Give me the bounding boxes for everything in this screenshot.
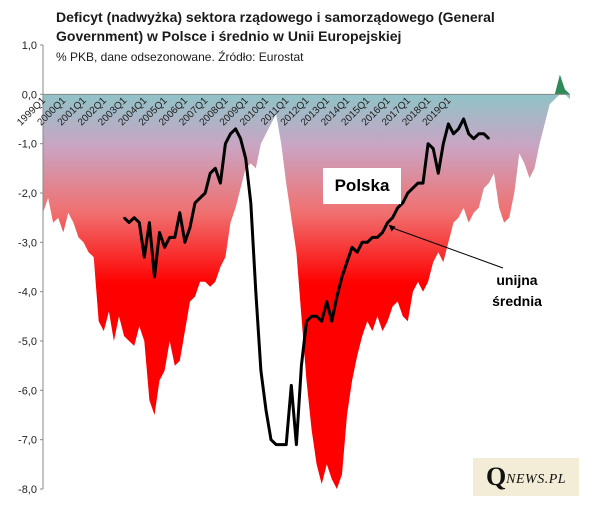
eu-average-point (457, 128, 460, 130)
eu-average-point (366, 241, 369, 244)
eu-average-point (472, 137, 475, 140)
eu-average-point (209, 172, 212, 175)
series-polska-area (43, 94, 570, 490)
eu-average-point (488, 137, 490, 140)
eu-average-point (477, 133, 480, 135)
chart-title: Deficyt (nadwyżka) sektora rządowego i s… (56, 9, 495, 44)
eu-average-point (239, 137, 242, 140)
annotation-eu-arrowhead (388, 224, 396, 232)
eu-average-point (163, 246, 166, 249)
eu-average-point (376, 236, 379, 239)
eu-average-point (325, 300, 328, 303)
eu-average-point (483, 133, 485, 135)
eu-average-point (148, 221, 151, 224)
eu-average-point (133, 216, 136, 219)
brand-logo: Q NEWS.PL (473, 458, 579, 496)
eu-average-point (356, 251, 358, 253)
eu-average-point (204, 192, 206, 194)
eu-average-point (224, 142, 227, 145)
eu-average-point (158, 231, 161, 234)
annotation-polska: Polska (323, 168, 401, 204)
eu-average-point (336, 295, 338, 298)
eu-average-point (229, 133, 232, 135)
eu-average-point (260, 369, 262, 372)
annotation-eu-average: unijna średnia (482, 270, 552, 312)
eu-average-point (467, 133, 470, 135)
eu-average-point (346, 261, 348, 263)
eu-average-point (255, 290, 257, 293)
eu-average-point (128, 221, 130, 224)
eu-average-point (391, 216, 394, 219)
series-polska-positive-area (43, 74, 570, 95)
eu-average-point (179, 211, 181, 214)
eu-average-point (417, 182, 419, 184)
eu-average-point (452, 133, 455, 135)
y-tick-label: -6,0 (18, 385, 37, 397)
eu-average-point (432, 147, 434, 150)
eu-average-point (123, 216, 125, 219)
eu-average-point (199, 197, 201, 199)
eu-average-point (341, 276, 343, 278)
eu-average-point (331, 320, 333, 323)
annotation-eu-pointer (391, 227, 504, 269)
eu-average-point (168, 236, 171, 239)
y-tick-label: -8,0 (18, 484, 37, 496)
eu-average-point (275, 443, 277, 446)
y-tick-label: -7,0 (18, 435, 37, 447)
eu-average-point (280, 443, 282, 446)
eu-average-point (290, 384, 293, 387)
eu-average-point (153, 276, 156, 278)
eu-average-point (189, 226, 191, 229)
eu-average-point (401, 202, 404, 204)
y-tick-label: -4,0 (18, 287, 37, 299)
eu-average-point (361, 241, 364, 244)
eu-average-point (138, 221, 141, 224)
eu-average-point (244, 157, 247, 160)
y-tick-label: -5,0 (18, 336, 37, 348)
annotation-eu-line2: średnia (492, 293, 542, 309)
eu-average-point (214, 167, 217, 170)
eu-average-point (320, 320, 323, 323)
eu-average-point (184, 241, 186, 244)
eu-average-point (386, 221, 389, 224)
eu-average-point (381, 231, 384, 234)
eu-average-point (462, 118, 465, 120)
chart-subtitle: % PKB, dane odsezonowane. Źródło: Eurost… (56, 50, 304, 64)
eu-average-point (427, 142, 429, 145)
brand-logo-q: Q (485, 462, 507, 491)
eu-average-point (295, 443, 298, 446)
eu-average-point (270, 438, 272, 441)
eu-average-point (437, 172, 440, 175)
eu-average-point (194, 202, 196, 204)
eu-average-point (249, 202, 252, 204)
annotation-eu-line1: unijna (496, 272, 538, 288)
eu-average-point (412, 187, 414, 189)
eu-average-point (315, 315, 318, 318)
eu-average-point (442, 142, 445, 145)
eu-average-point (447, 123, 450, 125)
y-tick-label: 1,0 (22, 40, 37, 52)
eu-average-point (371, 236, 374, 239)
eu-average-point (300, 364, 303, 367)
eu-average-point (219, 182, 222, 184)
eu-average-point (285, 443, 288, 446)
eu-average-point (407, 192, 409, 194)
eu-average-point (396, 207, 399, 209)
eu-average-point (143, 256, 146, 258)
y-tick-label: -2,0 (18, 188, 37, 200)
y-tick-label: 0,0 (22, 89, 37, 101)
eu-average-point (234, 128, 237, 130)
eu-average-point (305, 320, 308, 323)
eu-average-point (265, 409, 267, 411)
eu-average-point (173, 236, 176, 239)
y-tick-label: -1,0 (18, 139, 37, 151)
eu-average-point (310, 315, 313, 318)
eu-average-point (422, 182, 424, 184)
y-tick-label: -3,0 (18, 237, 37, 249)
eu-average-point (351, 246, 353, 249)
brand-logo-text: NEWS.PL (506, 472, 567, 487)
